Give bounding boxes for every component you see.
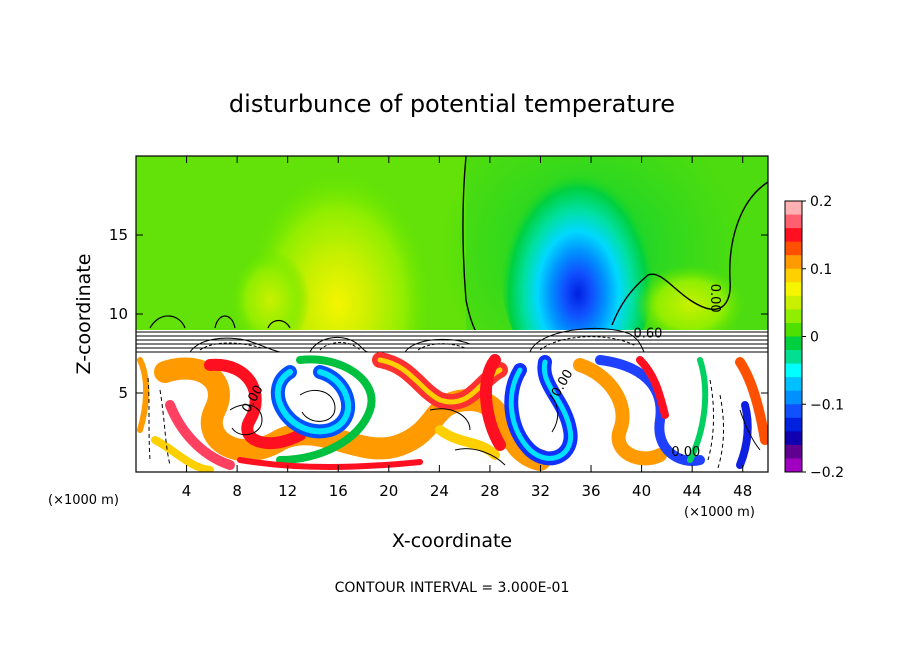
colorbar-swatch [785,404,802,419]
contour-label: 0.00 [707,284,722,313]
contour-label: 0.00 [671,445,700,460]
inversion-contours [136,328,768,353]
colorbar-tick-label: −0.2 [810,465,844,481]
x-tick-label: 44 [683,482,702,500]
contour-line [611,181,768,326]
x-tick-label: 12 [278,482,297,500]
colorbar-swatch [785,417,802,432]
warm-anomaly-right [635,265,745,345]
colorbar-swatch [785,228,802,243]
lower-dashed-contours [147,377,725,469]
y-axis-label: Z-coordinate [73,254,95,375]
colorbar-swatch [785,458,802,473]
colorbar-swatch [785,444,802,459]
x-tick-label: 40 [632,482,651,500]
x-unit-label-left: (×1000 m) [48,493,119,508]
contour-interval-note: CONTOUR INTERVAL = 3.000E-01 [335,580,570,596]
chart-title: disturbunce of potential temperature [229,90,675,118]
x-tick-label: 8 [232,482,242,500]
cold-anomaly [500,156,656,385]
colorbar-swatch [785,214,802,229]
plot-area [136,156,768,472]
x-tick-label: 4 [182,482,192,500]
colorbar-swatch [785,309,802,324]
x-tick-label: 16 [329,482,348,500]
contour-line [149,315,186,329]
colorbar-swatch [785,390,802,405]
x-tick-label: 24 [430,482,449,500]
colorbar-swatch [785,363,802,378]
x-tick-label: 36 [581,482,600,500]
contour-line [462,156,477,333]
y-tick-label: 5 [118,384,128,402]
x-tick-label: 28 [480,482,499,500]
colorbar-swatch [785,255,802,270]
colorbar-swatch [785,431,802,446]
colorbar-swatch [785,295,802,310]
colorbar-swatch [785,282,802,297]
colorbar-swatch [785,336,802,351]
colorbar-swatch [785,241,802,256]
x-unit-label-right: (×1000 m) [684,505,755,520]
lower-contours [229,390,761,466]
x-tick-label: 20 [379,482,398,500]
colorbar-swatch [785,322,802,337]
warm-anomaly-small [230,250,310,350]
colorbar-swatch [785,201,802,216]
colorbar-swatch [785,268,802,283]
colorbar-swatch [785,377,802,392]
colorbar-swatch [785,350,802,365]
x-axis: 4 8 12 16 20 24 28 32 36 40 44 48 [182,156,752,500]
x-axis-label: X-coordinate [392,530,512,552]
colorbar-tick-label: 0.1 [810,262,832,278]
inversion-layer [136,330,768,354]
contour-line [214,315,236,329]
colorbar: 0.2 0.1 0 −0.1 −0.2 [784,194,844,481]
contour-label: 0.60 [633,327,662,342]
y-tick-label: 10 [109,305,128,323]
x-tick-label: 48 [733,482,752,500]
turbulent-bands [137,352,768,472]
x-tick-label: 32 [531,482,550,500]
y-axis: 5 10 15 [109,226,768,402]
y-tick-label: 15 [109,226,128,244]
colorbar-tick-label: 0.2 [810,194,832,210]
inversion-dashes [199,336,637,351]
contour-line [267,319,291,329]
colorbar-tick-label: 0 [810,330,819,346]
colorbar-tick-label: −0.1 [810,397,844,413]
